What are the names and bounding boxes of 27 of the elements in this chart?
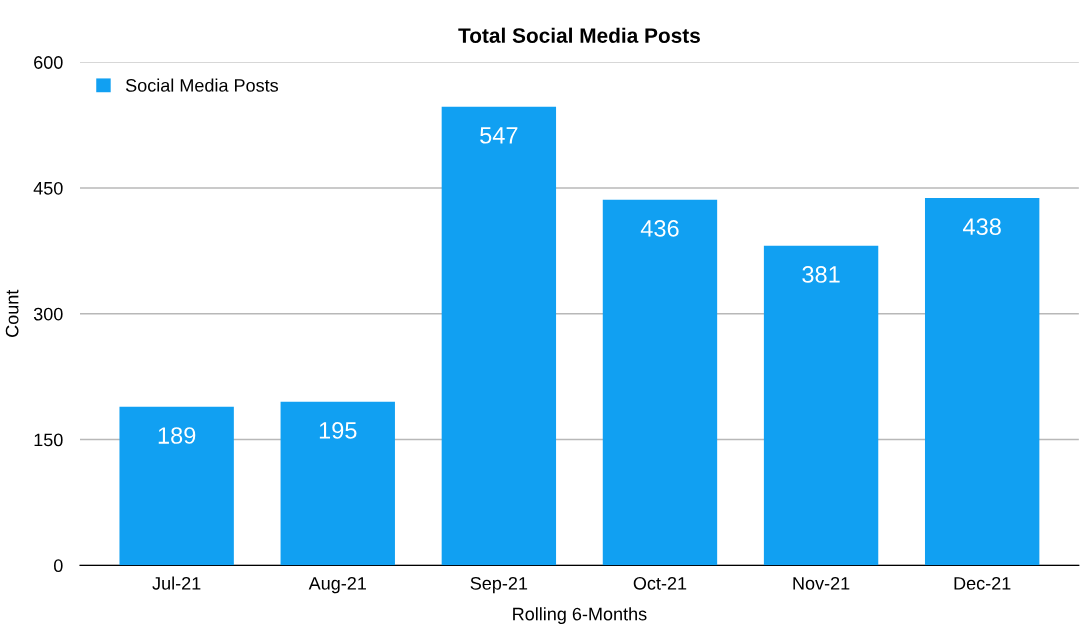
y-tick-label: 150 bbox=[34, 433, 63, 447]
y-tick-label: 300 bbox=[33, 307, 63, 321]
y-tick-label: 0 bbox=[53, 559, 63, 573]
x-tick-label: Nov-21 bbox=[793, 576, 850, 590]
bar bbox=[763, 245, 879, 566]
y-tick-label: 600 bbox=[34, 56, 63, 69]
bar bbox=[924, 198, 1040, 566]
bar bbox=[441, 106, 557, 566]
x-tick-label: Aug-21 bbox=[308, 576, 366, 594]
x-tick-label: Jul-21 bbox=[152, 576, 201, 590]
x-tick-label: Oct-21 bbox=[633, 576, 687, 590]
y-axis-title: Count bbox=[5, 289, 19, 337]
bar bbox=[602, 199, 718, 566]
data-label: 381 bbox=[802, 266, 840, 283]
x-tick-label: Dec-21 bbox=[954, 576, 1011, 590]
x-tick-label: Sep-21 bbox=[470, 576, 528, 594]
data-label: 438 bbox=[963, 218, 1001, 236]
bar bbox=[119, 406, 234, 566]
data-label: 195 bbox=[319, 422, 357, 439]
chart-title: Total Social Media Posts bbox=[458, 27, 700, 43]
bar bbox=[280, 401, 395, 566]
legend-label: Social Media Posts bbox=[125, 78, 279, 92]
data-label: 436 bbox=[640, 219, 679, 237]
data-label: 547 bbox=[480, 127, 518, 144]
y-tick-label: 450 bbox=[33, 181, 63, 195]
data-label: 189 bbox=[158, 427, 196, 444]
x-axis-title: Rolling 6-Months bbox=[513, 607, 647, 625]
